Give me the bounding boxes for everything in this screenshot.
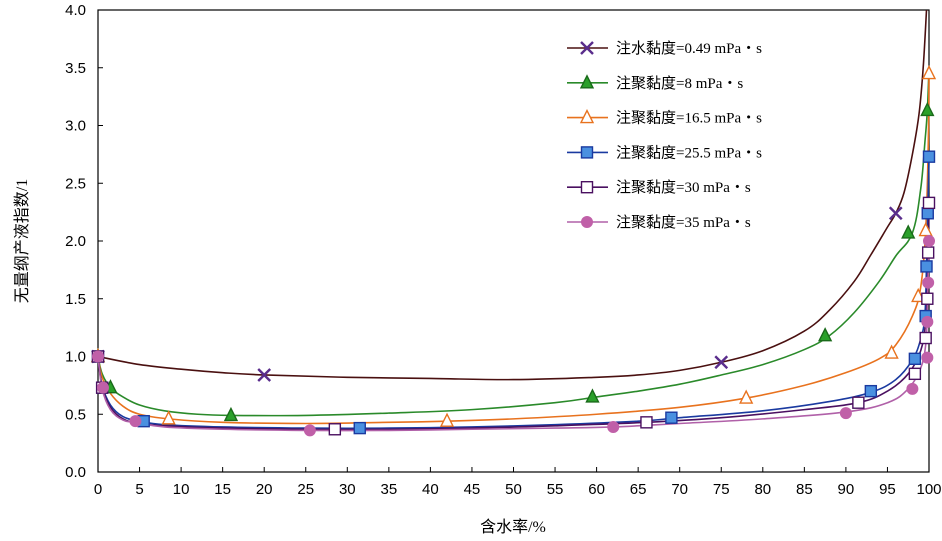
series-5-point bbox=[129, 415, 142, 428]
series-2-point bbox=[884, 344, 899, 359]
x-axis-title: 含水率/% bbox=[480, 518, 546, 536]
series-3-point bbox=[908, 352, 922, 366]
x-tick-label: 95 bbox=[879, 481, 896, 498]
x-tick-label: 35 bbox=[381, 481, 398, 498]
legend-label-4: 注聚黏度=30 mPa・s bbox=[616, 179, 751, 196]
series-1-point bbox=[585, 388, 600, 403]
legend-label-5: 注聚黏度=35 mPa・s bbox=[616, 214, 751, 231]
series-4-point bbox=[328, 423, 342, 436]
legend-marker-2 bbox=[579, 109, 595, 124]
series-4-point bbox=[640, 416, 653, 429]
x-tick-label: 30 bbox=[339, 481, 356, 498]
x-tick-label: 100 bbox=[916, 481, 941, 498]
y-tick-label: 2.0 bbox=[65, 233, 86, 250]
x-tick-label: 0 bbox=[94, 481, 102, 498]
x-tick-label: 45 bbox=[464, 481, 481, 498]
legend-label-2: 注聚黏度=16.5 mPa・s bbox=[616, 110, 762, 127]
legend-marker-3 bbox=[580, 146, 594, 159]
y-tick-label: 1.5 bbox=[65, 291, 86, 308]
y-tick-label: 3.5 bbox=[65, 60, 86, 77]
series-2-point bbox=[739, 389, 754, 404]
series-5-point bbox=[921, 315, 934, 328]
series-4-point bbox=[922, 196, 936, 210]
legend-label-1: 注聚黏度=8 mPa・s bbox=[616, 75, 743, 92]
series-line-3 bbox=[97, 156, 930, 430]
x-tick-label: 75 bbox=[713, 481, 730, 498]
series-1-point bbox=[920, 101, 935, 117]
x-tick-label: 55 bbox=[547, 481, 564, 498]
series-0-point bbox=[257, 368, 272, 382]
series-5-point bbox=[839, 407, 852, 420]
series-5-point bbox=[923, 235, 935, 247]
x-tick-label: 25 bbox=[297, 481, 314, 498]
series-5-point bbox=[303, 424, 316, 437]
x-tick-label: 50 bbox=[505, 481, 522, 498]
x-tick-label: 85 bbox=[796, 481, 813, 498]
x-tick-label: 80 bbox=[754, 481, 771, 498]
y-tick-label: 0.0 bbox=[65, 464, 86, 481]
series-0-point bbox=[714, 355, 729, 370]
series-curves bbox=[97, 10, 930, 432]
legend-marker-1 bbox=[579, 74, 595, 89]
series-1-point bbox=[901, 224, 916, 239]
plot-area bbox=[97, 9, 930, 473]
series-5-point bbox=[92, 350, 104, 363]
series-5-point bbox=[922, 276, 935, 289]
series-3-point bbox=[921, 207, 934, 220]
x-tick-label: 90 bbox=[838, 481, 855, 498]
x-tick-label: 5 bbox=[135, 481, 143, 498]
series-3-point bbox=[922, 150, 936, 163]
y-tick-label: 4.0 bbox=[65, 2, 86, 19]
y-tick-label: 3.0 bbox=[65, 118, 86, 135]
legend-marker-5 bbox=[581, 216, 593, 228]
series-4-point bbox=[921, 246, 935, 259]
series-1-point bbox=[223, 406, 239, 422]
series-4-point bbox=[908, 367, 922, 381]
series-2-point bbox=[161, 410, 176, 425]
series-3-point bbox=[353, 421, 366, 435]
series-5-point bbox=[921, 351, 934, 364]
x-tick-label: 60 bbox=[588, 481, 605, 498]
series-line-5 bbox=[97, 240, 930, 432]
y-tick-label: 0.5 bbox=[65, 406, 86, 423]
x-tick-label: 70 bbox=[671, 481, 688, 498]
y-axis-title: 无量纲产液指数/1 bbox=[13, 179, 31, 303]
x-tick-label: 15 bbox=[214, 481, 231, 498]
series-2-point bbox=[439, 412, 455, 427]
legend-label-0: 注水黏度=0.49 mPa・s bbox=[616, 40, 762, 57]
legend-marker-0 bbox=[580, 41, 594, 55]
axes: 0.0 0.5 1.0 1.5 2.0 2.5 3.0 3.5 4.0 0 5 10 15 20 25 30 3… bbox=[65, 2, 941, 498]
series-line-0 bbox=[97, 10, 928, 381]
series-2-point bbox=[921, 64, 937, 80]
series-4-point bbox=[921, 292, 934, 305]
series-line-1 bbox=[97, 67, 930, 417]
series-5-point bbox=[607, 420, 620, 433]
series-markers bbox=[90, 64, 937, 437]
series-4-point bbox=[919, 331, 932, 345]
legend-marker-4 bbox=[580, 180, 594, 194]
y-tick-label: 2.5 bbox=[65, 175, 86, 192]
x-tick-label: 10 bbox=[173, 481, 190, 498]
legend-label-3: 注聚黏度=25.5 mPa・s bbox=[616, 144, 762, 161]
series-1-point bbox=[817, 327, 833, 342]
x-tick-label: 65 bbox=[630, 481, 647, 498]
series-2-point bbox=[918, 222, 933, 237]
series-3-point bbox=[920, 260, 933, 273]
series-4-point bbox=[852, 396, 865, 409]
series-5-point bbox=[96, 381, 109, 394]
series-3-point bbox=[665, 411, 678, 424]
x-tick-label: 40 bbox=[422, 481, 439, 498]
series-5-point bbox=[906, 382, 919, 395]
series-0-point bbox=[888, 206, 903, 221]
series-line-2 bbox=[97, 73, 930, 425]
series-line-4 bbox=[97, 202, 930, 431]
series-3-point bbox=[864, 384, 878, 398]
x-tick-label: 20 bbox=[256, 481, 273, 498]
y-tick-label: 1.0 bbox=[65, 349, 86, 366]
legend: 注水黏度=0.49 mPa・s 注聚黏度=8 mPa・s 注聚黏度=16.5 mPa… bbox=[567, 40, 762, 231]
